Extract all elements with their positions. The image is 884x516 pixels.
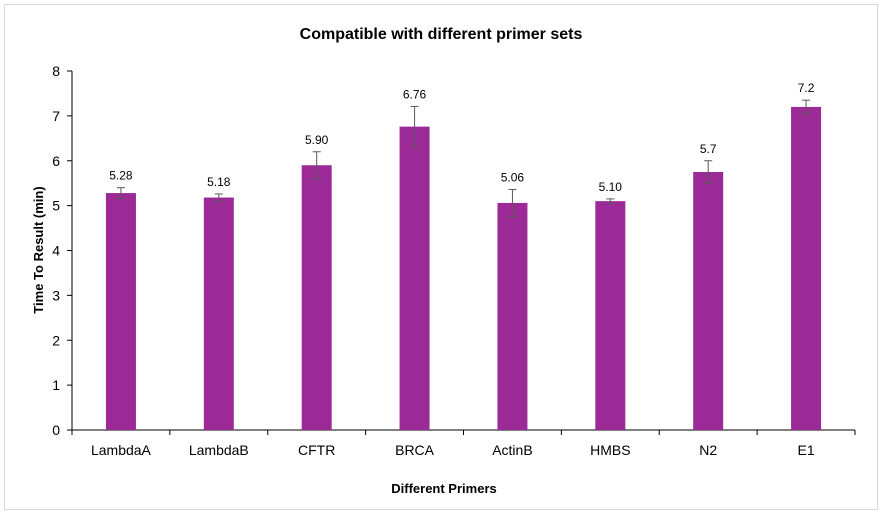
x-tick-label: ActinB [492, 442, 532, 458]
data-label: 7.2 [798, 81, 815, 95]
bar-brca [399, 126, 430, 431]
data-label: 5.10 [599, 180, 623, 194]
data-label: 5.18 [207, 175, 231, 189]
bar-e1 [791, 106, 822, 431]
y-tick-label: 1 [52, 377, 60, 393]
y-tick-label: 2 [52, 332, 60, 348]
y-tick-label: 8 [52, 63, 60, 79]
chart-title: Compatible with different primer sets [300, 26, 583, 43]
plot-area: 0 1 2 3 4 5 6 7 8 5.28 LambdaA 5.18 LambdaB 5.90 CFTR 6… [52, 63, 856, 458]
x-tick-label: LambdaA [91, 442, 152, 458]
y-tick-label: 6 [52, 153, 60, 169]
data-label: 5.06 [501, 170, 525, 184]
y-tick-label: 0 [52, 422, 60, 438]
bar-lambdaa [105, 193, 136, 430]
bar-n2 [693, 171, 724, 430]
chart-frame [4, 4, 878, 510]
x-tick-label: CFTR [298, 442, 335, 458]
y-axis-title: Time To Result (min) [31, 186, 46, 313]
data-label: 5.7 [700, 142, 717, 156]
y-tick-label: 7 [52, 108, 60, 124]
y-tick-label: 3 [52, 287, 60, 303]
y-tick-label: 5 [52, 198, 60, 214]
data-label: 5.90 [305, 133, 329, 147]
y-tick-label: 4 [52, 243, 60, 259]
x-axis-title: Different Primers [391, 481, 496, 496]
x-tick-label: N2 [699, 442, 717, 458]
bar-cftr [301, 165, 332, 431]
x-tick-label: BRCA [395, 442, 435, 458]
bar-lambdab [203, 197, 234, 430]
x-tick-label: E1 [798, 442, 815, 458]
x-tick-label: LambdaB [189, 442, 249, 458]
bar-actinb [497, 202, 528, 430]
x-tick-label: HMBS [590, 442, 630, 458]
data-label: 6.76 [403, 87, 427, 101]
data-label: 5.28 [109, 169, 133, 183]
bar-hmbs [595, 201, 626, 430]
